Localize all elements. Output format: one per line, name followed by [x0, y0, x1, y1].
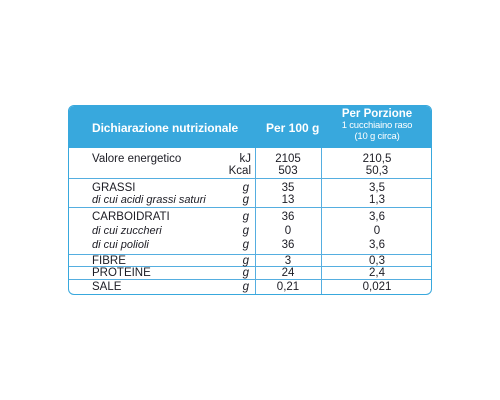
value-per-portion: 210,5	[362, 153, 392, 165]
nutrition-label: Dichiarazione nutrizionale Per 100 g Per…	[68, 105, 432, 295]
nutrient-name: GRASSI	[92, 182, 136, 194]
nutrient-unit: g	[242, 225, 249, 237]
nutrition-table: Valore energetico kJ 2105 210,5 Kcal 503…	[69, 148, 431, 294]
column-divider	[255, 148, 256, 294]
nutrient-unit: g	[242, 194, 249, 206]
value-per-portion: 50,3	[365, 165, 389, 177]
row-divider	[69, 207, 431, 208]
value-per-portion: 2,4	[369, 267, 385, 279]
nutrient-unit: kJ	[239, 153, 252, 165]
nutrition-header: Dichiarazione nutrizionale Per 100 g Per…	[69, 106, 431, 148]
column-divider	[321, 148, 322, 294]
value-per-portion: 0	[373, 225, 381, 237]
value-per-100g: 503	[278, 165, 298, 177]
header-per-100g: Per 100 g	[266, 121, 320, 135]
nutrient-name: CARBOIDRATI	[92, 211, 170, 223]
nutrient-unit: g	[242, 267, 249, 279]
row-divider	[69, 178, 431, 179]
header-per-portion: Per Porzione 1 cucchiaino raso (10 g cir…	[321, 108, 431, 142]
nutrient-unit: Kcal	[228, 165, 251, 177]
value-per-portion: 0,3	[369, 255, 385, 267]
header-portion-weight: (10 g circa)	[354, 131, 400, 142]
nutrient-unit: g	[242, 281, 249, 293]
nutrient-name: di cui acidi grassi saturi	[92, 194, 206, 206]
nutrient-name: di cui zuccheri	[92, 225, 162, 237]
nutrient-name: FIBRE	[92, 255, 126, 267]
value-per-100g: 24	[281, 267, 295, 279]
value-per-portion: 3,5	[369, 182, 385, 194]
nutrient-name: Valore energetico	[92, 153, 182, 165]
header-portion-desc: 1 cucchiaino raso	[341, 120, 413, 131]
nutrient-unit: g	[242, 239, 249, 251]
value-per-100g: 36	[281, 211, 295, 223]
row-divider	[69, 254, 431, 255]
nutrient-name: SALE	[92, 281, 122, 293]
value-per-100g: 2105	[275, 153, 301, 165]
value-per-100g: 13	[281, 194, 295, 206]
value-per-100g: 0,21	[276, 281, 300, 293]
row-divider	[69, 266, 431, 267]
value-per-100g: 36	[281, 239, 295, 251]
value-per-portion: 1,3	[369, 194, 385, 206]
nutrient-unit: g	[242, 255, 249, 267]
nutrient-name: di cui polioli	[92, 239, 149, 251]
nutrient-unit: g	[242, 211, 249, 223]
value-per-portion: 3,6	[369, 211, 385, 223]
value-per-100g: 3	[284, 255, 292, 267]
value-per-100g: 0	[284, 225, 292, 237]
value-per-100g: 35	[281, 182, 295, 194]
value-per-portion: 3,6	[369, 239, 385, 251]
row-divider	[69, 279, 431, 280]
nutrient-name: PROTEINE	[92, 267, 151, 279]
nutrient-unit: g	[242, 182, 249, 194]
header-portion-title: Per Porzione	[341, 108, 413, 120]
value-per-portion: 0,021	[362, 281, 392, 293]
header-title: Dichiarazione nutrizionale	[92, 121, 239, 135]
